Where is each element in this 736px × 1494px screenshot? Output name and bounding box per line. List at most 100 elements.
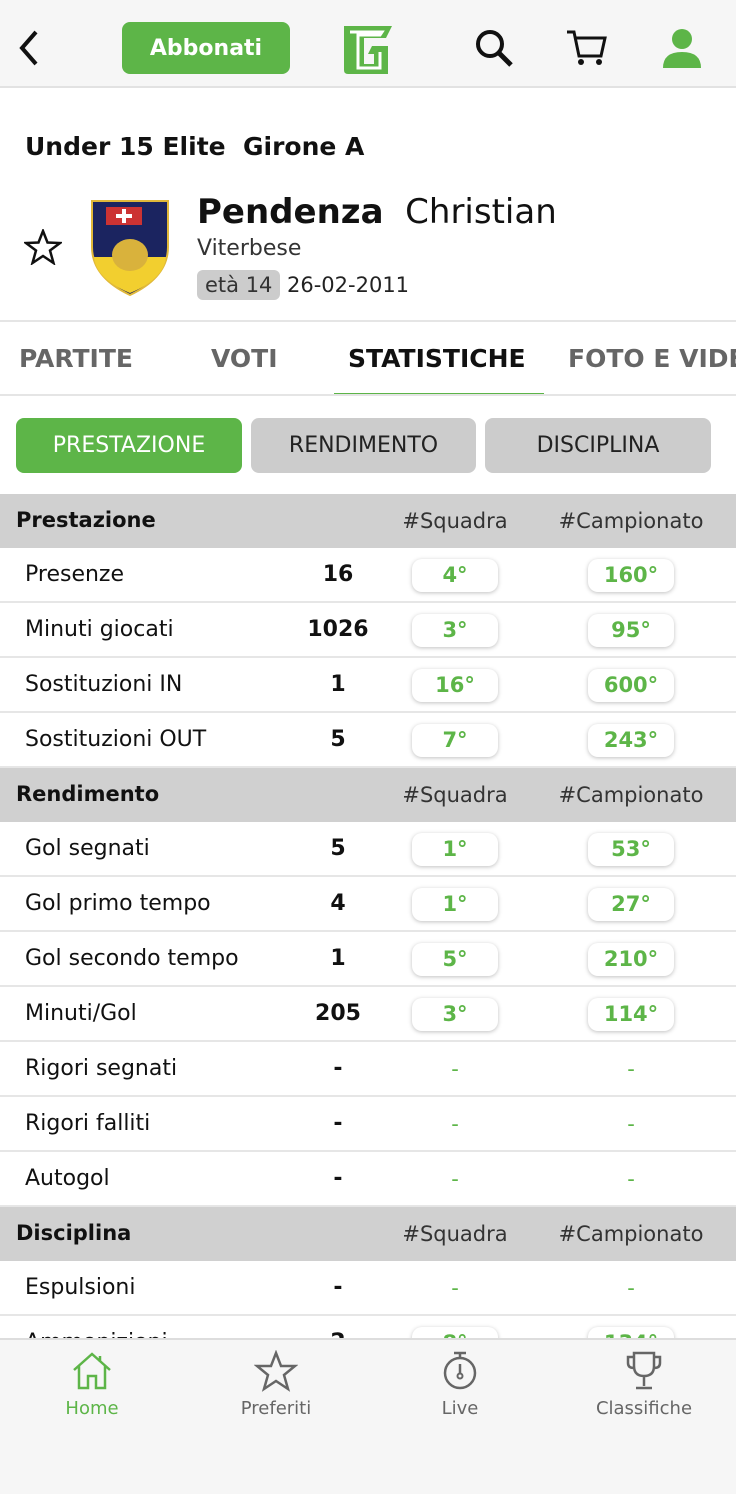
tab-foto-e-video[interactable]: FOTO E VIDEO [568,344,736,373]
subscribe-button[interactable]: Abbonati [122,22,290,74]
filter-prestazione[interactable]: PRESTAZIONE [16,418,242,473]
section-header-disciplina: Disciplina #Squadra #Campionato [0,1207,736,1261]
filter-disciplina[interactable]: DISCIPLINA [485,418,711,473]
stat-label: Minuti/Gol [25,1001,137,1026]
tab-statistiche[interactable]: STATISTICHE [348,344,526,373]
table-row: Gol segnati 5 1° 53° [0,822,736,877]
stat-label: Sostituzioni OUT [25,727,207,752]
stat-value: 16 [322,562,354,587]
team-rank: - [451,1276,459,1300]
club-crest-icon [91,200,169,297]
stat-value: - [333,1166,343,1191]
team-rank: 1° [412,888,498,921]
player-first-name: Christian [405,192,557,232]
player-surname: Pendenza [197,192,384,232]
stat-label: Gol primo tempo [25,891,211,916]
league-rank: 160° [588,559,674,592]
back-icon[interactable] [14,28,42,68]
stat-value: 1 [330,672,346,697]
birth-date: 26-02-2011 [287,273,410,297]
col-team-header: #Squadra [402,1222,508,1246]
league-rank: 210° [588,943,674,976]
stat-label: Sostituzioni IN [25,672,183,697]
team-rank: 4° [412,559,498,592]
table-row: Minuti/Gol 205 3° 114° [0,987,736,1042]
stopwatch-icon [443,1351,477,1390]
stat-value: 1 [330,946,346,971]
table-row: Presenze 16 4° 160° [0,548,736,603]
section-title: Prestazione [16,508,156,532]
stat-value: - [333,1111,343,1136]
team-rank: - [451,1167,459,1191]
favorite-star-icon[interactable] [24,229,62,265]
nav-preferiti-label: Preferiti [240,1398,312,1419]
stat-value: 1026 [307,617,369,642]
stat-value: 205 [315,1001,361,1026]
league-rank: 600° [588,669,674,702]
tab-bar: PARTITE VOTI STATISTICHE FOTO E VIDEO [0,320,736,396]
age-badge: età 14 [197,270,281,300]
competition-title: Under 15 Elite Girone A [25,132,365,161]
nav-preferiti[interactable]: Preferiti [206,1350,346,1419]
filter-rendimento[interactable]: RENDIMENTO [251,418,476,473]
league-rank: - [627,1167,635,1191]
table-row: Gol secondo tempo 1 5° 210° [0,932,736,987]
player-club[interactable]: Viterbese [197,236,302,261]
nav-live[interactable]: Live [390,1350,530,1419]
stat-label: Rigori segnati [25,1056,178,1081]
league-rank: 114° [588,998,674,1031]
home-icon [73,1352,111,1390]
tab-voti[interactable]: VOTI [211,344,278,373]
cart-icon[interactable] [565,28,609,68]
league-rank: 27° [588,888,674,921]
star-icon [254,1350,298,1392]
team-rank: - [451,1057,459,1081]
stat-label: Rigori falliti [25,1111,151,1136]
league-rank: - [627,1057,635,1081]
nav-home-label: Home [65,1398,119,1419]
col-league-header: #Campionato [558,783,704,807]
league-rank: - [627,1276,635,1300]
user-icon[interactable] [660,26,704,70]
table-row: Espulsioni - - - [0,1261,736,1316]
stat-label: Espulsioni [25,1275,136,1300]
nav-classifiche[interactable]: Classifiche [574,1350,714,1419]
team-rank: 3° [412,998,498,1031]
col-league-header: #Campionato [558,509,704,533]
stat-label: Autogol [25,1166,110,1191]
stat-value: - [333,1275,343,1300]
nav-classifiche-label: Classifiche [595,1398,693,1419]
stat-label: Gol segnati [25,836,150,861]
stat-value: - [333,1056,343,1081]
stat-value: 5 [330,727,346,752]
table-row: Rigori segnati - - - [0,1042,736,1097]
nav-home[interactable]: Home [22,1350,162,1419]
col-team-header: #Squadra [402,509,508,533]
bottom-nav: Home Preferiti Live Classifiche [0,1338,736,1494]
section-title: Disciplina [16,1221,132,1245]
table-row: Minuti giocati 1026 3° 95° [0,603,736,658]
tab-partite[interactable]: PARTITE [19,344,133,373]
team-rank: 16° [412,669,498,702]
team-rank: 7° [412,724,498,757]
nav-live-label: Live [441,1398,479,1419]
table-row: Gol primo tempo 4 1° 27° [0,877,736,932]
league-rank: 95° [588,614,674,647]
table-row: Sostituzioni IN 1 16° 600° [0,658,736,713]
search-icon[interactable] [472,26,516,70]
active-tab-indicator [334,393,544,394]
col-team-header: #Squadra [402,783,508,807]
league-rank: - [627,1112,635,1136]
trophy-icon [626,1351,662,1390]
stat-value: 4 [330,891,346,916]
section-header-rendimento: Rendimento #Squadra #Campionato [0,768,736,822]
logo-icon[interactable] [338,18,396,78]
table-row: Sostituzioni OUT 5 7° 243° [0,713,736,768]
stat-label: Gol secondo tempo [25,946,239,971]
league-rank: 243° [588,724,674,757]
team-rank: 5° [412,943,498,976]
stats-table: Prestazione #Squadra #Campionato Presenze 16… [0,494,736,1371]
player-name: Pendenza Christian [197,192,557,232]
team-rank: 1° [412,833,498,866]
table-row: Rigori falliti - - - [0,1097,736,1152]
